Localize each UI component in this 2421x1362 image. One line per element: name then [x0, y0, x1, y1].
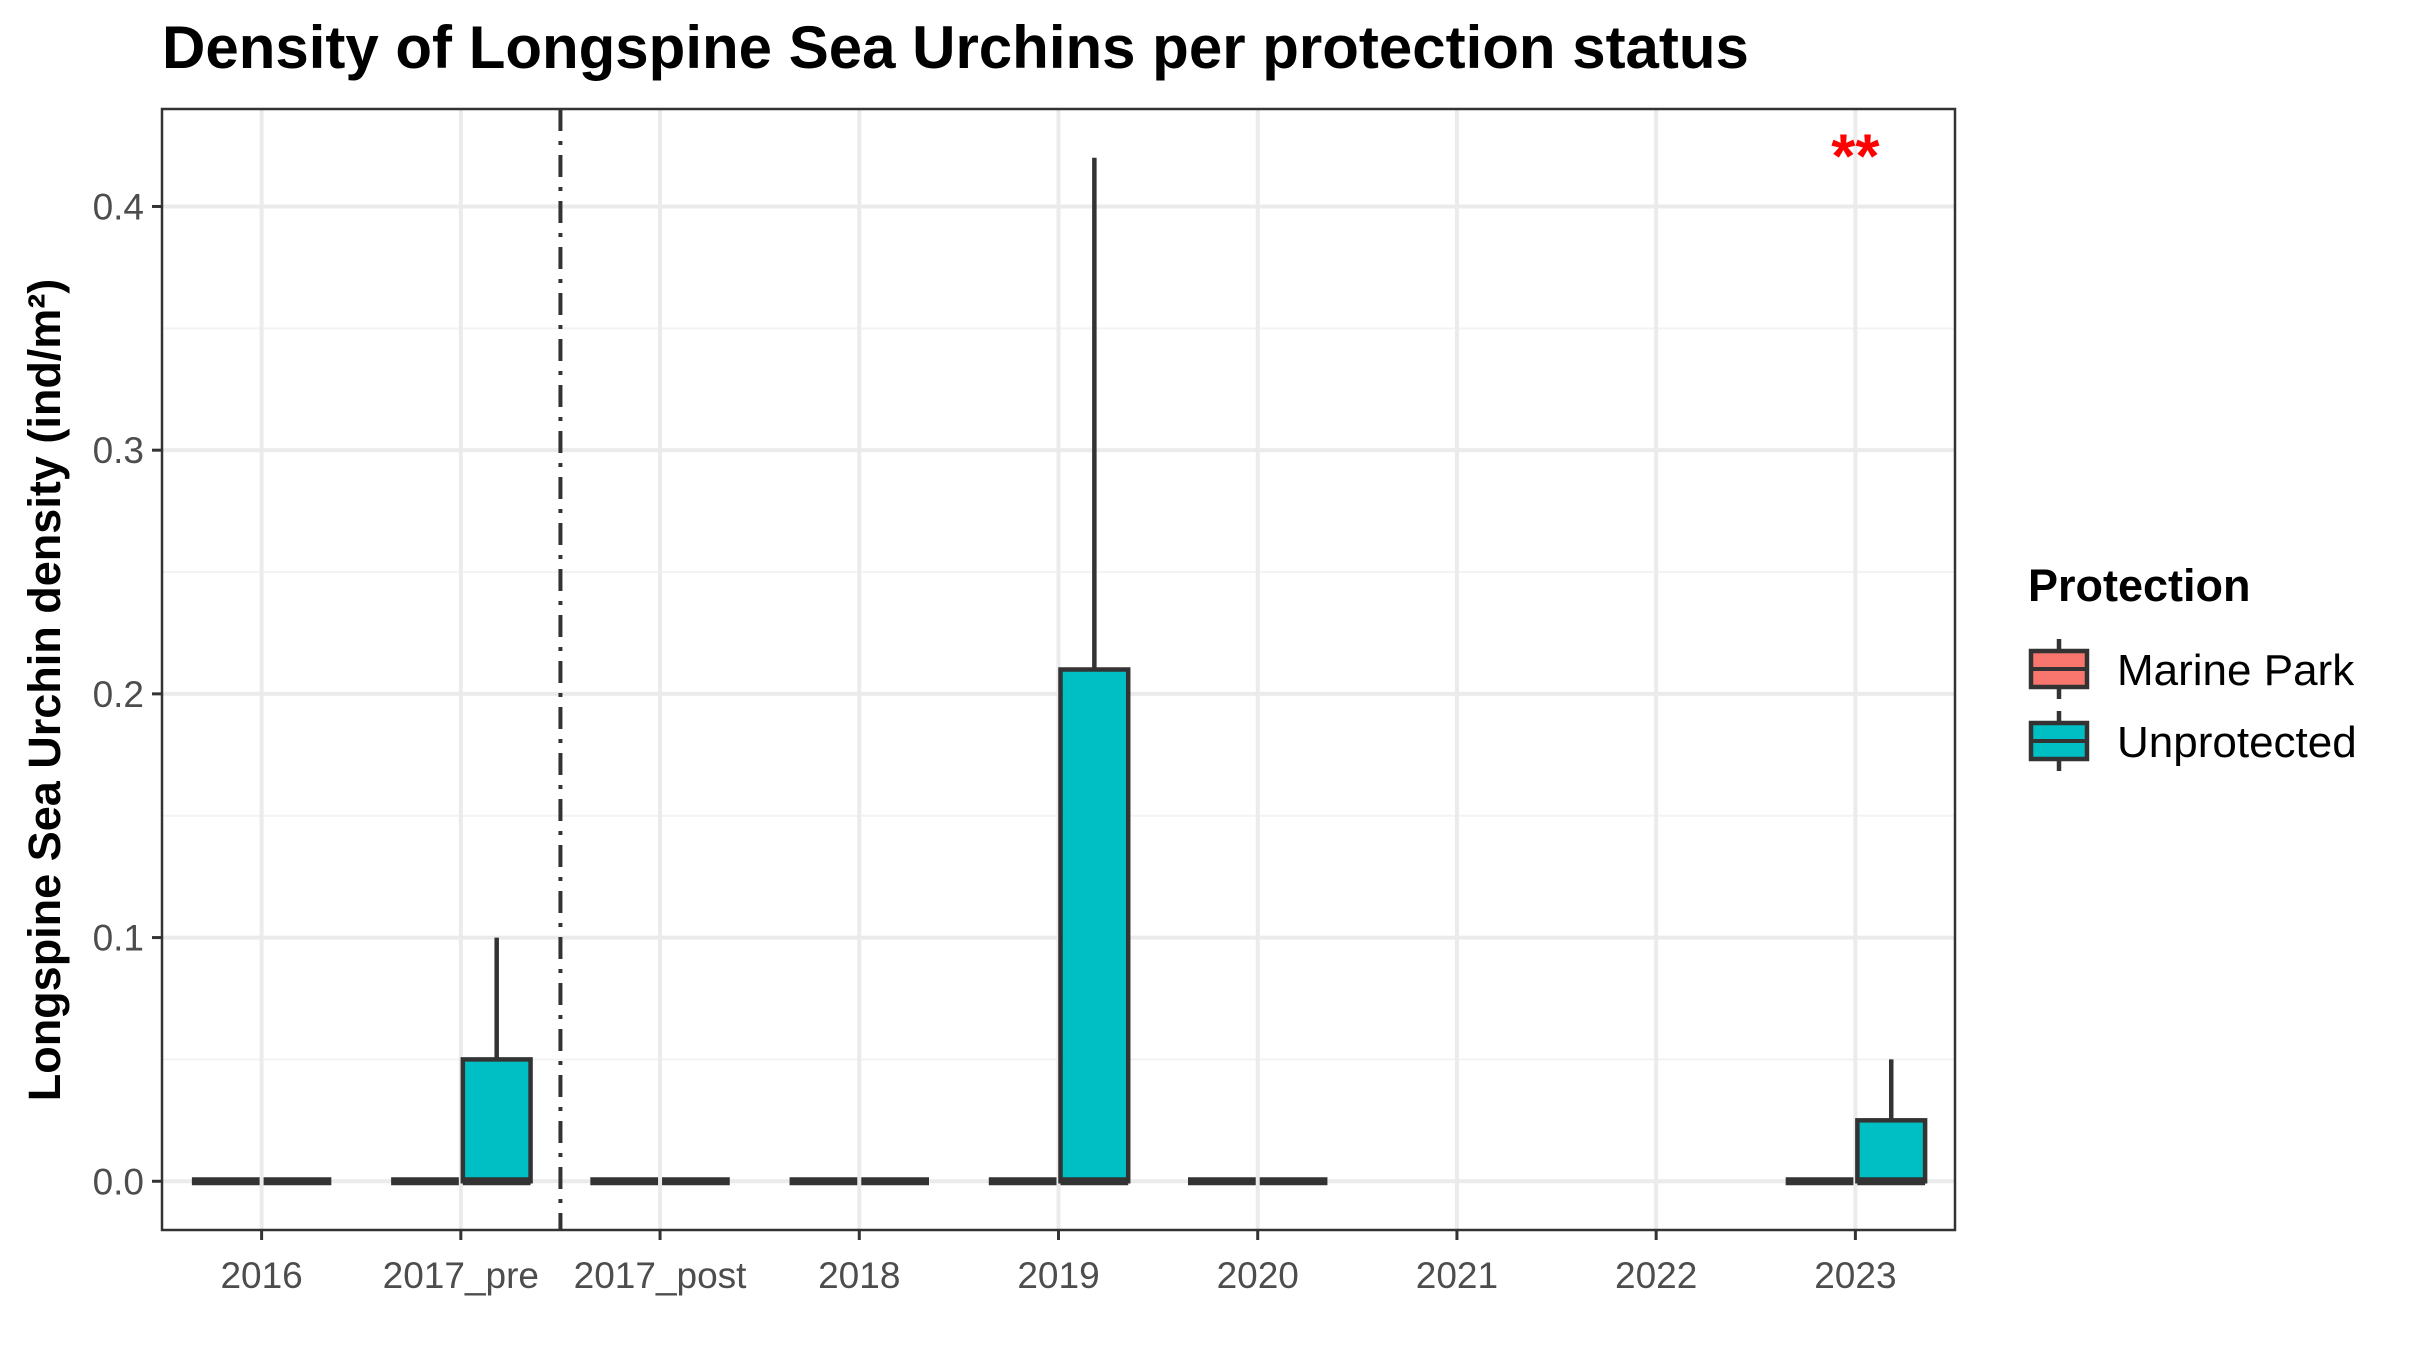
box-body	[1855, 1118, 1928, 1184]
x-tick-label: 2019	[1017, 1255, 1099, 1296]
x-tick-label: 2018	[818, 1255, 900, 1296]
box-body	[1058, 667, 1131, 1184]
annotations: **	[1831, 123, 1880, 192]
x-tick-label: 2023	[1814, 1255, 1896, 1296]
y-axis-ticks: 0.0 0.1 0.2 0.3 0.4	[93, 186, 162, 1202]
box-unprotected-2017-pre	[460, 937, 533, 1186]
plot-panel-border	[160, 107, 1957, 1232]
legend-title: Protection	[2028, 560, 2251, 611]
x-tick-label: 2017_pre	[383, 1255, 539, 1296]
y-tick-label: 0.1	[93, 918, 144, 959]
box-unprotected-2019	[1058, 157, 1131, 1186]
legend-label: Marine Park	[2117, 646, 2355, 695]
x-tick-label: 2017_post	[574, 1255, 748, 1296]
box-body	[460, 1057, 533, 1184]
legend-label: Unprotected	[2117, 718, 2357, 767]
legend-items: Marine Park Unprotected	[2028, 639, 2357, 771]
x-axis-ticks: 2016 2017_pre 2017_post 2018 2019 2020 2021 202…	[220, 1230, 1897, 1296]
box-unprotected-2023	[1855, 1059, 1928, 1186]
legend: Protection Marine Park Unprotected	[2028, 560, 2357, 771]
legend-item-unprotected: Unprotected	[2028, 711, 2357, 771]
y-tick-label: 0.4	[93, 186, 144, 227]
x-tick-label: 2022	[1615, 1255, 1697, 1296]
y-tick-label: 0.3	[93, 430, 144, 471]
y-tick-label: 0.2	[93, 674, 144, 715]
chart-title: Density of Longspine Sea Urchins per pro…	[162, 14, 1749, 81]
x-tick-label: 2021	[1416, 1255, 1498, 1296]
y-tick-label: 0.0	[93, 1161, 144, 1202]
x-tick-label: 2020	[1217, 1255, 1299, 1296]
legend-item-marine-park: Marine Park	[2028, 639, 2355, 699]
y-axis-label: Longspine Sea Urchin density (ind/m²)	[19, 279, 70, 1102]
x-tick-label: 2016	[220, 1255, 302, 1296]
significance-annotation: **	[1831, 123, 1880, 192]
box-plots	[191, 157, 1928, 1186]
